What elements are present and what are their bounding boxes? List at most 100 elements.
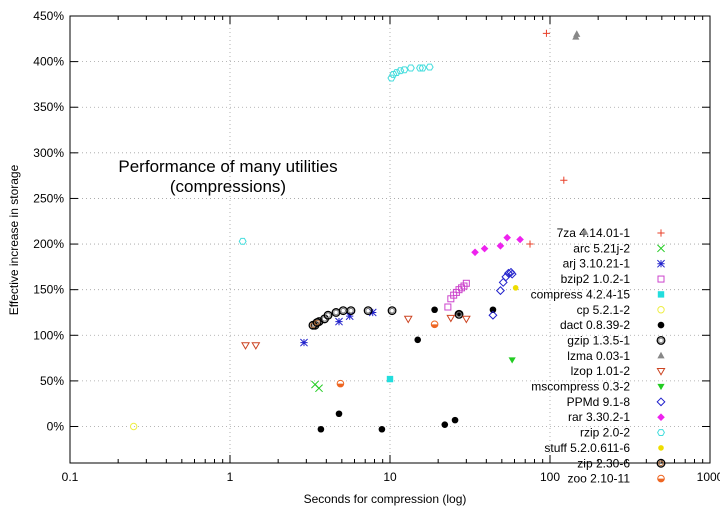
data-point [507, 269, 517, 279]
series-6 [317, 306, 497, 433]
data-point [503, 233, 511, 242]
legend-marker [657, 351, 665, 359]
data-point [346, 306, 356, 316]
legend-label: dact 0.8.39-2 [560, 318, 630, 332]
legend-marker [658, 445, 664, 451]
legend-label: arj 3.10.21-1 [563, 257, 631, 271]
series-11 [488, 267, 517, 320]
data-point [451, 416, 459, 424]
x-axis-title: Seconds for compression (log) [304, 492, 467, 506]
data-point [461, 315, 471, 324]
legend-marker [656, 368, 666, 376]
data-point [431, 306, 438, 314]
data-point [516, 235, 524, 244]
legend-marker [656, 336, 666, 345]
legend-label: zip 2.30-6 [577, 456, 630, 470]
data-point [331, 308, 341, 317]
legend-label: stuff 5.2.0.611-6 [544, 441, 630, 455]
series-7 [310, 306, 464, 330]
grid-lines [70, 16, 710, 463]
legend-label: rzip 2.0-2 [580, 426, 630, 440]
data-point [241, 342, 250, 350]
legend-marker [657, 429, 665, 436]
series-8 [572, 30, 589, 235]
y-tick-label: 50% [40, 374, 64, 388]
y-tick-label: 200% [33, 237, 64, 251]
data-point [458, 284, 466, 292]
legend-marker [657, 413, 665, 421]
legend-marker [657, 306, 665, 314]
data-point [338, 306, 348, 316]
y-tick-label: 250% [33, 191, 64, 205]
series-14 [512, 285, 519, 291]
data-point [425, 63, 434, 71]
series-16 [336, 320, 439, 388]
y-tick-label: 350% [33, 100, 64, 114]
data-point [446, 314, 456, 323]
series-3 [444, 279, 470, 311]
data-point [129, 422, 138, 431]
legend-marker [657, 244, 665, 253]
data-point [400, 66, 409, 74]
legend-marker [657, 474, 665, 483]
legend-label: gzip 1.3.5-1 [567, 333, 630, 347]
data-point [238, 237, 247, 245]
legend-marker [657, 321, 665, 329]
legend-marker [657, 259, 665, 268]
data-point [345, 312, 354, 321]
data-point [403, 315, 413, 324]
legend-label: mscompress 0.3-2 [531, 380, 630, 394]
data-points [129, 29, 589, 433]
y-tick-labels: 0% 50% 100% 150% 200% 250% 300% 350% 400% 450% [33, 9, 64, 434]
data-point [251, 342, 261, 350]
legend-label: zoo 2.10-11 [568, 472, 631, 486]
y-tick-label: 450% [33, 9, 64, 23]
chart-title: Performance of many utilities [118, 157, 337, 176]
data-point [572, 32, 580, 40]
data-point [389, 70, 398, 78]
data-point [418, 64, 427, 72]
series-2 [300, 308, 377, 347]
data-point [368, 308, 377, 317]
data-point [498, 277, 508, 287]
x-tick-label: 1 [227, 470, 234, 484]
legend-marker [656, 397, 666, 407]
y-axis-title: Effective increase in storage [7, 164, 21, 315]
legend-marker [656, 458, 666, 468]
data-point [312, 318, 322, 327]
data-point [363, 306, 373, 316]
legend-label: cp 5.2.1-2 [577, 303, 631, 317]
data-point [444, 303, 452, 311]
y-tick-label: 150% [33, 283, 64, 297]
series-1 [311, 380, 323, 393]
data-point [480, 244, 489, 253]
legend-label: arc 5.21j-2 [573, 241, 630, 255]
data-point [392, 69, 401, 76]
data-point [414, 336, 422, 344]
data-point [336, 379, 345, 388]
axis-ticks [69, 15, 711, 463]
y-tick-label: 100% [33, 328, 64, 342]
data-point [581, 228, 589, 235]
data-point [430, 320, 439, 329]
data-point [387, 74, 396, 82]
data-point [323, 310, 333, 320]
x-tick-label: 10 [383, 470, 397, 484]
data-point [501, 272, 511, 282]
series-13 [238, 63, 434, 245]
data-point [315, 384, 323, 393]
data-point [512, 285, 519, 291]
x-tick-label: 0.1 [62, 470, 79, 484]
y-tick-label: 400% [33, 55, 64, 69]
data-point [496, 242, 505, 250]
legend-label: compress 4.2.4-15 [531, 287, 631, 301]
data-point [455, 310, 463, 317]
series-15 [308, 318, 322, 330]
data-point [508, 357, 516, 364]
series-5 [129, 422, 138, 431]
data-point [454, 309, 464, 319]
data-point [386, 375, 394, 383]
legend-label: lzma 0.03-1 [567, 349, 630, 363]
